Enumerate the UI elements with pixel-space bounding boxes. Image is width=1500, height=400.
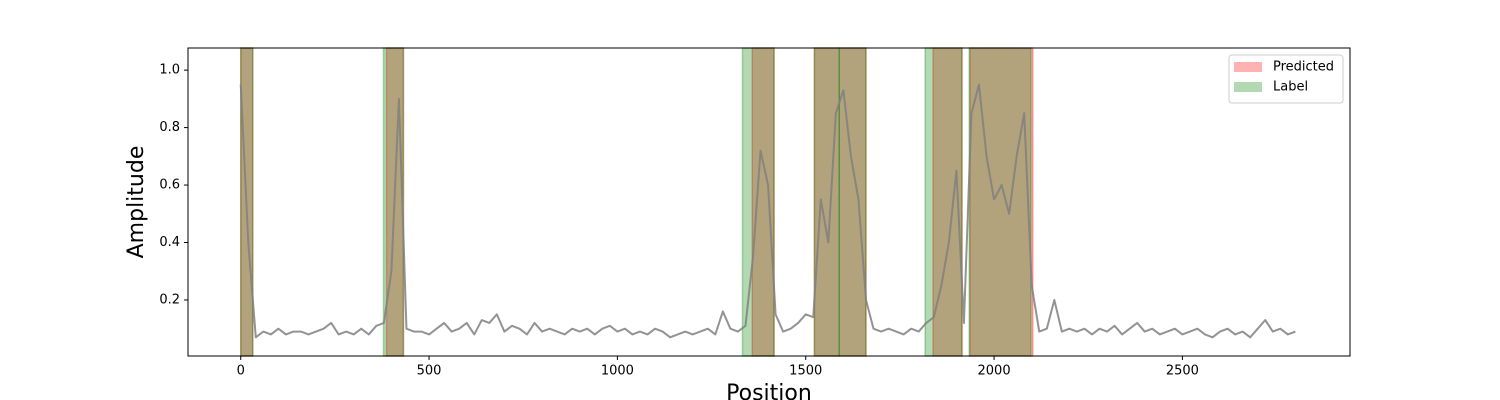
span <box>968 47 1032 357</box>
legend-swatch <box>1234 82 1262 92</box>
legend-box <box>1228 54 1344 104</box>
x-tick-label: 2500 <box>1166 364 1199 379</box>
span <box>813 47 840 357</box>
x-tick-label: 1000 <box>601 364 634 379</box>
y-tick-label: 0.8 <box>159 120 180 135</box>
x-tick-label: 2000 <box>978 364 1011 379</box>
legend-swatch <box>1234 62 1262 72</box>
legend-label: Label <box>1273 80 1308 95</box>
legend: Predicted Label <box>1228 54 1344 104</box>
legend-label: Predicted <box>1273 60 1334 75</box>
y-tick-label: 0.6 <box>159 178 180 193</box>
span <box>924 47 963 357</box>
x-tick-label: 500 <box>417 364 442 379</box>
plot-frame <box>187 47 1351 357</box>
y-tick-label: 0.2 <box>159 292 180 307</box>
y-tick-label: 0.4 <box>159 235 180 250</box>
y-tick-label: 1.0 <box>159 63 180 78</box>
x-tick-label: 1500 <box>789 364 822 379</box>
x-axis-label: Position <box>726 381 812 400</box>
y-axis-label: Amplitude <box>124 146 149 259</box>
x-tick-label: 0 <box>237 364 245 379</box>
signal-line <box>239 83 1296 339</box>
